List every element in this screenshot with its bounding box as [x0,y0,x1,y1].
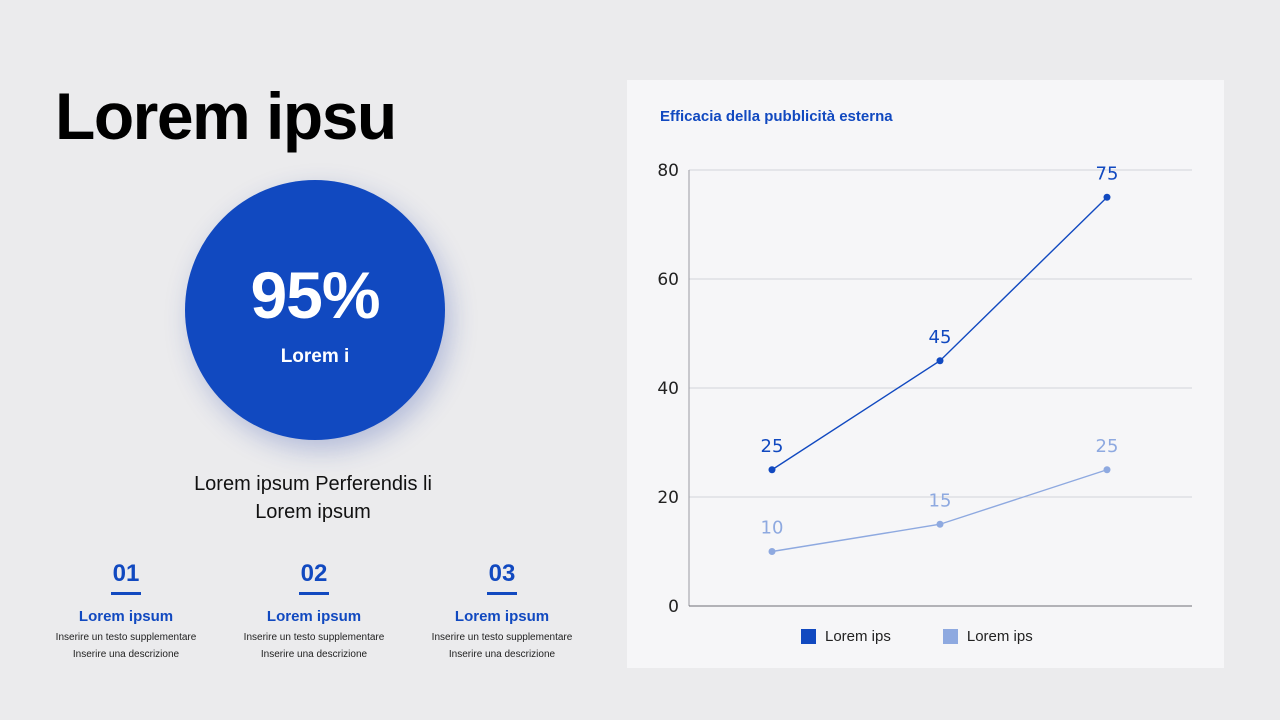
data-label: 25 [761,436,784,457]
data-label: 15 [929,490,952,511]
step-number: 02 [300,560,328,587]
data-label: 10 [761,518,784,539]
step-text-2: Inserire una descrizione [448,649,556,660]
step-underline [487,592,517,595]
chart-title: Efficacia della pubblicità esterna [660,108,893,125]
line-chart: 0 20 40 60 80 25 45 75 10 15 25 [657,161,1192,617]
step-heading: Lorem ipsum [454,608,550,625]
step-number: 03 [488,560,516,587]
y-tick-label: 80 [657,161,679,181]
step-text-1: Inserire un testo supplementare [243,632,385,643]
data-label: 75 [1096,163,1119,184]
step-2: 02 Lorem ipsum Inserire un testo supplem… [220,558,408,661]
data-point [936,520,944,528]
data-point [768,548,776,555]
data-point [768,466,776,474]
legend-item-1: Lorem ips [801,628,891,645]
data-point [1103,193,1111,201]
kpi-description: Lorem ipsum Perferendis li Lorem ipsum [194,473,432,523]
step-underline [111,592,141,595]
step-text-2: Inserire una descrizione [72,649,180,660]
kpi-value: 95% [250,258,380,332]
step-text-2: Inserire una descrizione [260,649,368,660]
data-point [1103,466,1111,474]
step-underline [299,592,329,595]
y-tick-label: 20 [657,488,679,508]
step-number: 01 [112,560,140,587]
step-1: 01 Lorem ipsum Inserire un testo supplem… [32,558,220,661]
legend-item-2: Lorem ips [942,628,1033,645]
legend-swatch-icon [801,629,816,644]
step-heading: Lorem ipsum [266,608,362,625]
steps-row: 01 Lorem ipsum Inserire un testo supplem… [32,558,596,661]
step-text-1: Inserire un testo supplementare [55,632,197,643]
y-tick-label: 40 [657,379,679,399]
chart-panel: Efficacia della pubblicità esterna 0 20 40… [627,80,1224,668]
y-tick-label: 60 [657,270,679,290]
step-3: 03 Lorem ipsum Inserire un testo supplem… [408,558,596,661]
step-text-1: Inserire un testo supplementare [431,632,573,643]
y-tick-label: 0 [668,597,679,617]
legend-swatch-icon [942,629,958,644]
chart-legend: Lorem ips Lorem ips [801,628,1033,645]
slide-title: Lorem ipsu [55,79,397,153]
legend-label: Lorem ips [825,628,891,645]
data-label: 25 [1096,436,1119,457]
kpi-label: Lorem i [280,346,350,367]
data-point [936,357,944,365]
data-label: 45 [929,327,952,348]
kpi-circle: 95% Lorem i [185,180,445,440]
step-heading: Lorem ipsum [78,608,174,625]
legend-label: Lorem ips [966,628,1033,645]
